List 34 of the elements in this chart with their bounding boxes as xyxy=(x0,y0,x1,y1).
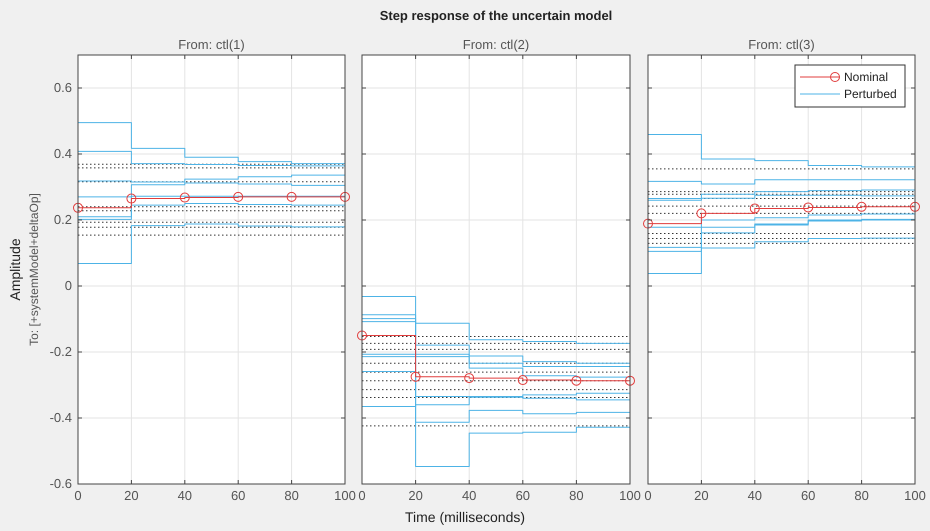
x-tick-label: 60 xyxy=(800,488,816,503)
y-tick-label: -0.2 xyxy=(50,344,72,359)
x-tick-label: 0 xyxy=(358,488,366,503)
x-tick-label: 20 xyxy=(124,488,139,503)
y-tick-label: -0.6 xyxy=(50,476,72,491)
x-tick-label: 0 xyxy=(644,488,652,503)
x-tick-label: 100 xyxy=(334,488,356,503)
y-tick-label: -0.4 xyxy=(50,410,72,425)
x-tick-label: 40 xyxy=(462,488,476,503)
y-tick-label: 0.6 xyxy=(54,80,72,95)
y-tick-label: 0.4 xyxy=(54,146,72,161)
chart-subtitle: From: ctl(3) xyxy=(748,37,815,52)
x-tick-label: 100 xyxy=(619,488,641,503)
y-axis-title: Amplitude xyxy=(7,238,23,301)
y-tick-label: 0.2 xyxy=(54,212,72,227)
x-tick-label: 60 xyxy=(230,488,246,503)
text: To: [+systemModel+deltaOp] xyxy=(27,193,41,346)
x-tick-label: 20 xyxy=(694,488,709,503)
x-tick-label: 80 xyxy=(284,488,299,503)
legend-label: Perturbed xyxy=(844,87,897,101)
chart-subtitle: From: ctl(2) xyxy=(462,37,530,52)
y-tick-label: 0 xyxy=(64,278,72,293)
legend-label: Nominal xyxy=(844,70,888,84)
x-tick-label: 80 xyxy=(854,488,869,503)
x-axis-title: Time (milliseconds) xyxy=(404,509,526,525)
x-tick-label: 100 xyxy=(904,488,926,503)
x-tick-label: 40 xyxy=(748,488,762,503)
x-tick-label: 60 xyxy=(516,488,530,503)
x-tick-label: 20 xyxy=(408,488,423,503)
x-tick-label: 40 xyxy=(178,488,192,503)
chart-title: Step response of the uncertain model xyxy=(380,8,612,23)
chart-subtitle: From: ctl(1) xyxy=(178,37,245,52)
x-tick-label: 80 xyxy=(569,488,584,503)
x-tick-label: 0 xyxy=(74,488,82,503)
